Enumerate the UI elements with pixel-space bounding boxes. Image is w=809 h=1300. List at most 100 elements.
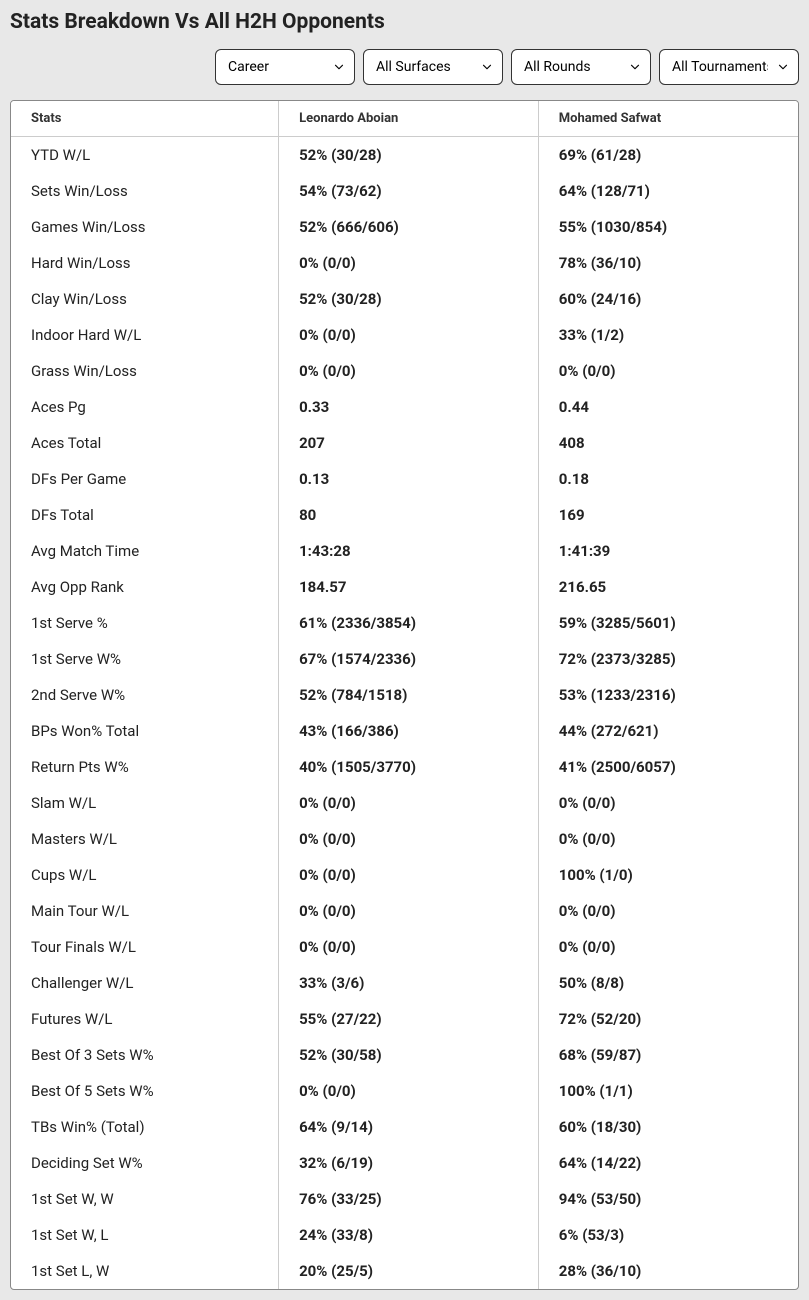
stats-table-container: Stats Leonardo Aboian Mohamed Safwat YTD… — [10, 100, 799, 1290]
stat-label: Futures W/L — [11, 1001, 279, 1037]
table-row: Games Win/Loss52% (666/606)55% (1030/854… — [11, 209, 798, 245]
player2-value: 69% (61/28) — [538, 137, 798, 174]
stat-label: Aces Total — [11, 425, 279, 461]
player2-value: 1:41:39 — [538, 533, 798, 569]
stat-label: Aces Pg — [11, 389, 279, 425]
player1-value: 24% (33/8) — [279, 1217, 539, 1253]
table-row: DFs Per Game0.130.18 — [11, 461, 798, 497]
table-row: Best Of 5 Sets W%0% (0/0)100% (1/1) — [11, 1073, 798, 1109]
table-row: Masters W/L0% (0/0)0% (0/0) — [11, 821, 798, 857]
player2-value: 33% (1/2) — [538, 317, 798, 353]
player1-value: 0% (0/0) — [279, 245, 539, 281]
tournaments-select[interactable]: All Tournaments — [659, 49, 799, 85]
stat-label: TBs Win% (Total) — [11, 1109, 279, 1145]
player2-value: 0% (0/0) — [538, 785, 798, 821]
player2-value: 0% (0/0) — [538, 893, 798, 929]
player1-value: 184.57 — [279, 569, 539, 605]
surfaces-select[interactable]: All Surfaces — [363, 49, 503, 85]
table-row: 1st Serve %61% (2336/3854)59% (3285/5601… — [11, 605, 798, 641]
player1-value: 52% (30/28) — [279, 281, 539, 317]
player1-value: 0% (0/0) — [279, 893, 539, 929]
player2-value: 55% (1030/854) — [538, 209, 798, 245]
player1-value: 54% (73/62) — [279, 173, 539, 209]
stats-table: Stats Leonardo Aboian Mohamed Safwat YTD… — [11, 101, 798, 1289]
player1-value: 40% (1505/3770) — [279, 749, 539, 785]
player2-value: 53% (1233/2316) — [538, 677, 798, 713]
col-header-stats: Stats — [11, 101, 279, 137]
stat-label: Challenger W/L — [11, 965, 279, 1001]
player2-value: 169 — [538, 497, 798, 533]
stat-label: Cups W/L — [11, 857, 279, 893]
player1-value: 33% (3/6) — [279, 965, 539, 1001]
player1-value: 67% (1574/2336) — [279, 641, 539, 677]
player2-value: 44% (272/621) — [538, 713, 798, 749]
player1-value: 61% (2336/3854) — [279, 605, 539, 641]
player1-value: 52% (30/28) — [279, 137, 539, 174]
player2-value: 28% (36/10) — [538, 1253, 798, 1289]
player2-value: 78% (36/10) — [538, 245, 798, 281]
player1-value: 0% (0/0) — [279, 857, 539, 893]
player2-value: 64% (128/71) — [538, 173, 798, 209]
stat-label: Best Of 3 Sets W% — [11, 1037, 279, 1073]
table-row: Indoor Hard W/L0% (0/0)33% (1/2) — [11, 317, 798, 353]
stat-label: Avg Opp Rank — [11, 569, 279, 605]
rounds-select[interactable]: All Rounds — [511, 49, 651, 85]
stat-label: DFs Total — [11, 497, 279, 533]
table-row: Tour Finals W/L0% (0/0)0% (0/0) — [11, 929, 798, 965]
table-row: 2nd Serve W%52% (784/1518)53% (1233/2316… — [11, 677, 798, 713]
player2-value: 68% (59/87) — [538, 1037, 798, 1073]
table-row: Hard Win/Loss0% (0/0)78% (36/10) — [11, 245, 798, 281]
stat-label: Deciding Set W% — [11, 1145, 279, 1181]
table-row: Clay Win/Loss52% (30/28)60% (24/16) — [11, 281, 798, 317]
table-row: BPs Won% Total43% (166/386)44% (272/621) — [11, 713, 798, 749]
table-row: YTD W/L52% (30/28)69% (61/28) — [11, 137, 798, 174]
player1-value: 64% (9/14) — [279, 1109, 539, 1145]
player2-value: 59% (3285/5601) — [538, 605, 798, 641]
player1-value: 0.13 — [279, 461, 539, 497]
stat-label: 1st Serve W% — [11, 641, 279, 677]
player2-value: 60% (24/16) — [538, 281, 798, 317]
player2-value: 0.18 — [538, 461, 798, 497]
stat-label: 1st Serve % — [11, 605, 279, 641]
stat-label: Masters W/L — [11, 821, 279, 857]
stat-label: Indoor Hard W/L — [11, 317, 279, 353]
table-row: Deciding Set W%32% (6/19)64% (14/22) — [11, 1145, 798, 1181]
player2-value: 100% (1/0) — [538, 857, 798, 893]
player1-value: 55% (27/22) — [279, 1001, 539, 1037]
player2-value: 216.65 — [538, 569, 798, 605]
player1-value: 0.33 — [279, 389, 539, 425]
table-row: Grass Win/Loss0% (0/0)0% (0/0) — [11, 353, 798, 389]
stat-label: Clay Win/Loss — [11, 281, 279, 317]
player1-value: 32% (6/19) — [279, 1145, 539, 1181]
table-row: DFs Total80169 — [11, 497, 798, 533]
player2-value: 408 — [538, 425, 798, 461]
stat-label: Sets Win/Loss — [11, 173, 279, 209]
table-row: 1st Set L, W20% (25/5)28% (36/10) — [11, 1253, 798, 1289]
stat-label: 1st Set L, W — [11, 1253, 279, 1289]
table-row: Avg Opp Rank184.57216.65 — [11, 569, 798, 605]
stat-label: Main Tour W/L — [11, 893, 279, 929]
player1-value: 20% (25/5) — [279, 1253, 539, 1289]
player1-value: 0% (0/0) — [279, 317, 539, 353]
player2-value: 60% (18/30) — [538, 1109, 798, 1145]
stat-label: Return Pts W% — [11, 749, 279, 785]
table-row: Aces Pg0.330.44 — [11, 389, 798, 425]
player1-value: 0% (0/0) — [279, 785, 539, 821]
player2-value: 94% (53/50) — [538, 1181, 798, 1217]
stat-label: Tour Finals W/L — [11, 929, 279, 965]
player1-value: 76% (33/25) — [279, 1181, 539, 1217]
table-row: Slam W/L0% (0/0)0% (0/0) — [11, 785, 798, 821]
table-row: Challenger W/L33% (3/6)50% (8/8) — [11, 965, 798, 1001]
player1-value: 43% (166/386) — [279, 713, 539, 749]
player1-value: 52% (30/58) — [279, 1037, 539, 1073]
stat-label: Avg Match Time — [11, 533, 279, 569]
career-select[interactable]: Career — [215, 49, 355, 85]
table-row: Sets Win/Loss54% (73/62)64% (128/71) — [11, 173, 798, 209]
player2-value: 50% (8/8) — [538, 965, 798, 1001]
table-row: Aces Total207408 — [11, 425, 798, 461]
player2-value: 0.44 — [538, 389, 798, 425]
table-row: Best Of 3 Sets W%52% (30/58)68% (59/87) — [11, 1037, 798, 1073]
player1-value: 207 — [279, 425, 539, 461]
player2-value: 0% (0/0) — [538, 929, 798, 965]
player2-value: 100% (1/1) — [538, 1073, 798, 1109]
